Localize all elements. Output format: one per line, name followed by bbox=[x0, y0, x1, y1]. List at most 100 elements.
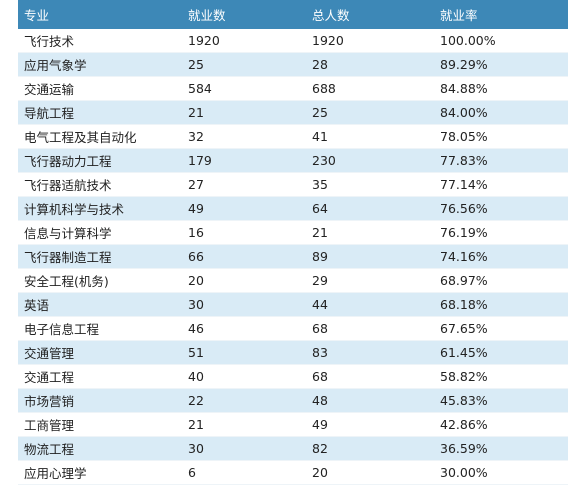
cell-total: 1920 bbox=[306, 29, 434, 53]
table-row: 飞行器动力工程 179 230 77.83% bbox=[18, 148, 568, 173]
cell-rate: 42.86% bbox=[434, 412, 568, 437]
cell-total: 41 bbox=[306, 124, 434, 149]
cell-rate: 89.29% bbox=[434, 52, 568, 77]
cell-employed: 25 bbox=[182, 52, 306, 77]
table-row: 交通管理 51 83 61.45% bbox=[18, 340, 568, 365]
table-header-row: 专业 就业数 总人数 就业率 bbox=[18, 0, 568, 29]
cell-total: 83 bbox=[306, 340, 434, 365]
employment-table: 专业 就业数 总人数 就业率 飞行技术 1920 1920 100.00% 应用气象学 2… bbox=[18, 0, 568, 485]
cell-rate: 45.83% bbox=[434, 388, 568, 413]
cell-major: 应用气象学 bbox=[18, 52, 182, 77]
cell-total: 688 bbox=[306, 76, 434, 101]
column-header-total: 总人数 bbox=[306, 0, 434, 29]
cell-employed: 27 bbox=[182, 172, 306, 197]
cell-employed: 30 bbox=[182, 292, 306, 317]
table-row: 工商管理 21 49 42.86% bbox=[18, 412, 568, 437]
cell-major: 市场营销 bbox=[18, 388, 182, 413]
table-row: 安全工程(机务) 20 29 68.97% bbox=[18, 268, 568, 293]
cell-rate: 84.00% bbox=[434, 100, 568, 125]
cell-employed: 32 bbox=[182, 124, 306, 149]
table-row: 导航工程 21 25 84.00% bbox=[18, 100, 568, 125]
cell-major: 交通管理 bbox=[18, 340, 182, 365]
table-row: 应用心理学 6 20 30.00% bbox=[18, 460, 568, 485]
cell-major: 电气工程及其自动化 bbox=[18, 124, 182, 149]
table-row: 飞行技术 1920 1920 100.00% bbox=[18, 29, 568, 53]
cell-rate: 58.82% bbox=[434, 364, 568, 389]
cell-major: 飞行器动力工程 bbox=[18, 148, 182, 173]
cell-major: 导航工程 bbox=[18, 100, 182, 125]
table-row: 飞行器适航技术 27 35 77.14% bbox=[18, 172, 568, 197]
column-header-employed: 就业数 bbox=[182, 0, 306, 29]
cell-major: 电子信息工程 bbox=[18, 316, 182, 341]
cell-employed: 584 bbox=[182, 76, 306, 101]
table-row: 电气工程及其自动化 32 41 78.05% bbox=[18, 124, 568, 149]
cell-total: 68 bbox=[306, 364, 434, 389]
cell-total: 44 bbox=[306, 292, 434, 317]
cell-employed: 21 bbox=[182, 412, 306, 437]
cell-employed: 179 bbox=[182, 148, 306, 173]
cell-major: 信息与计算科学 bbox=[18, 220, 182, 245]
cell-employed: 6 bbox=[182, 460, 306, 485]
cell-major: 工商管理 bbox=[18, 412, 182, 437]
cell-major: 计算机科学与技术 bbox=[18, 196, 182, 221]
table-row: 英语 30 44 68.18% bbox=[18, 292, 568, 317]
cell-rate: 74.16% bbox=[434, 244, 568, 269]
table-row: 交通工程 40 68 58.82% bbox=[18, 364, 568, 389]
column-header-rate: 就业率 bbox=[434, 0, 568, 29]
cell-total: 48 bbox=[306, 388, 434, 413]
cell-rate: 76.56% bbox=[434, 196, 568, 221]
table-row: 应用气象学 25 28 89.29% bbox=[18, 52, 568, 77]
column-header-major: 专业 bbox=[18, 0, 182, 29]
cell-total: 28 bbox=[306, 52, 434, 77]
table-body: 飞行技术 1920 1920 100.00% 应用气象学 25 28 89.29% 交通运输 58… bbox=[18, 29, 568, 485]
cell-employed: 66 bbox=[182, 244, 306, 269]
table-row: 电子信息工程 46 68 67.65% bbox=[18, 316, 568, 341]
cell-total: 89 bbox=[306, 244, 434, 269]
cell-total: 25 bbox=[306, 100, 434, 125]
cell-employed: 30 bbox=[182, 436, 306, 461]
cell-major: 物流工程 bbox=[18, 436, 182, 461]
cell-employed: 46 bbox=[182, 316, 306, 341]
cell-major: 应用心理学 bbox=[18, 460, 182, 485]
cell-employed: 40 bbox=[182, 364, 306, 389]
employment-table-container: 专业 就业数 总人数 就业率 飞行技术 1920 1920 100.00% 应用气象学 2… bbox=[18, 0, 568, 485]
cell-total: 29 bbox=[306, 268, 434, 293]
cell-major: 飞行器适航技术 bbox=[18, 172, 182, 197]
table-row: 物流工程 30 82 36.59% bbox=[18, 436, 568, 461]
cell-total: 49 bbox=[306, 412, 434, 437]
cell-total: 64 bbox=[306, 196, 434, 221]
cell-rate: 36.59% bbox=[434, 436, 568, 461]
cell-major: 交通工程 bbox=[18, 364, 182, 389]
cell-total: 230 bbox=[306, 148, 434, 173]
cell-rate: 100.00% bbox=[434, 29, 568, 53]
cell-rate: 78.05% bbox=[434, 124, 568, 149]
cell-employed: 21 bbox=[182, 100, 306, 125]
cell-rate: 61.45% bbox=[434, 340, 568, 365]
cell-major: 安全工程(机务) bbox=[18, 268, 182, 293]
cell-rate: 68.97% bbox=[434, 268, 568, 293]
cell-rate: 77.14% bbox=[434, 172, 568, 197]
cell-total: 20 bbox=[306, 460, 434, 485]
cell-major: 飞行技术 bbox=[18, 29, 182, 53]
cell-employed: 51 bbox=[182, 340, 306, 365]
cell-employed: 20 bbox=[182, 268, 306, 293]
cell-total: 82 bbox=[306, 436, 434, 461]
cell-rate: 30.00% bbox=[434, 460, 568, 485]
table-row: 市场营销 22 48 45.83% bbox=[18, 388, 568, 413]
table-row: 交通运输 584 688 84.88% bbox=[18, 76, 568, 101]
cell-rate: 77.83% bbox=[434, 148, 568, 173]
cell-major: 英语 bbox=[18, 292, 182, 317]
table-row: 信息与计算科学 16 21 76.19% bbox=[18, 220, 568, 245]
cell-rate: 68.18% bbox=[434, 292, 568, 317]
table-row: 飞行器制造工程 66 89 74.16% bbox=[18, 244, 568, 269]
cell-employed: 16 bbox=[182, 220, 306, 245]
cell-rate: 76.19% bbox=[434, 220, 568, 245]
table-row: 计算机科学与技术 49 64 76.56% bbox=[18, 196, 568, 221]
cell-total: 35 bbox=[306, 172, 434, 197]
cell-employed: 1920 bbox=[182, 29, 306, 53]
cell-rate: 84.88% bbox=[434, 76, 568, 101]
cell-rate: 67.65% bbox=[434, 316, 568, 341]
cell-major: 飞行器制造工程 bbox=[18, 244, 182, 269]
cell-major: 交通运输 bbox=[18, 76, 182, 101]
cell-total: 68 bbox=[306, 316, 434, 341]
